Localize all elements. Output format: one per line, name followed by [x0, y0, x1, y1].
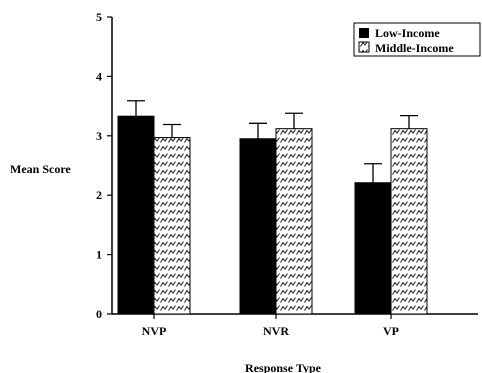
y-tick-label: 5 [96, 10, 102, 24]
legend-box [353, 22, 481, 57]
legend-swatch-low-income [359, 28, 369, 38]
bar-middle-income-nvp [153, 137, 191, 315]
legend: Low-Income Middle-Income [353, 22, 481, 57]
y-tick-label: 1 [96, 248, 102, 262]
bar-low-income-nvr [239, 138, 277, 315]
x-tick-label: VP [383, 324, 399, 338]
bar-low-income-nvp [117, 115, 155, 315]
bar-low-income-vp [354, 182, 392, 315]
bar-middle-income-vp [390, 128, 428, 315]
y-tick-label: 3 [96, 129, 102, 143]
x-axis-title: Response Type [245, 361, 322, 373]
legend-label-low-income: Low-Income [375, 26, 440, 40]
x-tick-label: NVR [263, 324, 289, 338]
legend-swatch-middle-income [358, 41, 370, 53]
y-axis-title: Mean Score [10, 162, 71, 176]
y-tick-label: 4 [96, 69, 102, 83]
bar-middle-income-nvr [275, 128, 313, 315]
legend-label-middle-income: Middle-Income [375, 41, 454, 55]
y-tick-label: 2 [96, 188, 102, 202]
error-bars-group [127, 100, 418, 183]
bars-group [117, 115, 428, 315]
x-tick-label: NVP [142, 324, 167, 338]
y-tick-label: 0 [96, 307, 102, 321]
